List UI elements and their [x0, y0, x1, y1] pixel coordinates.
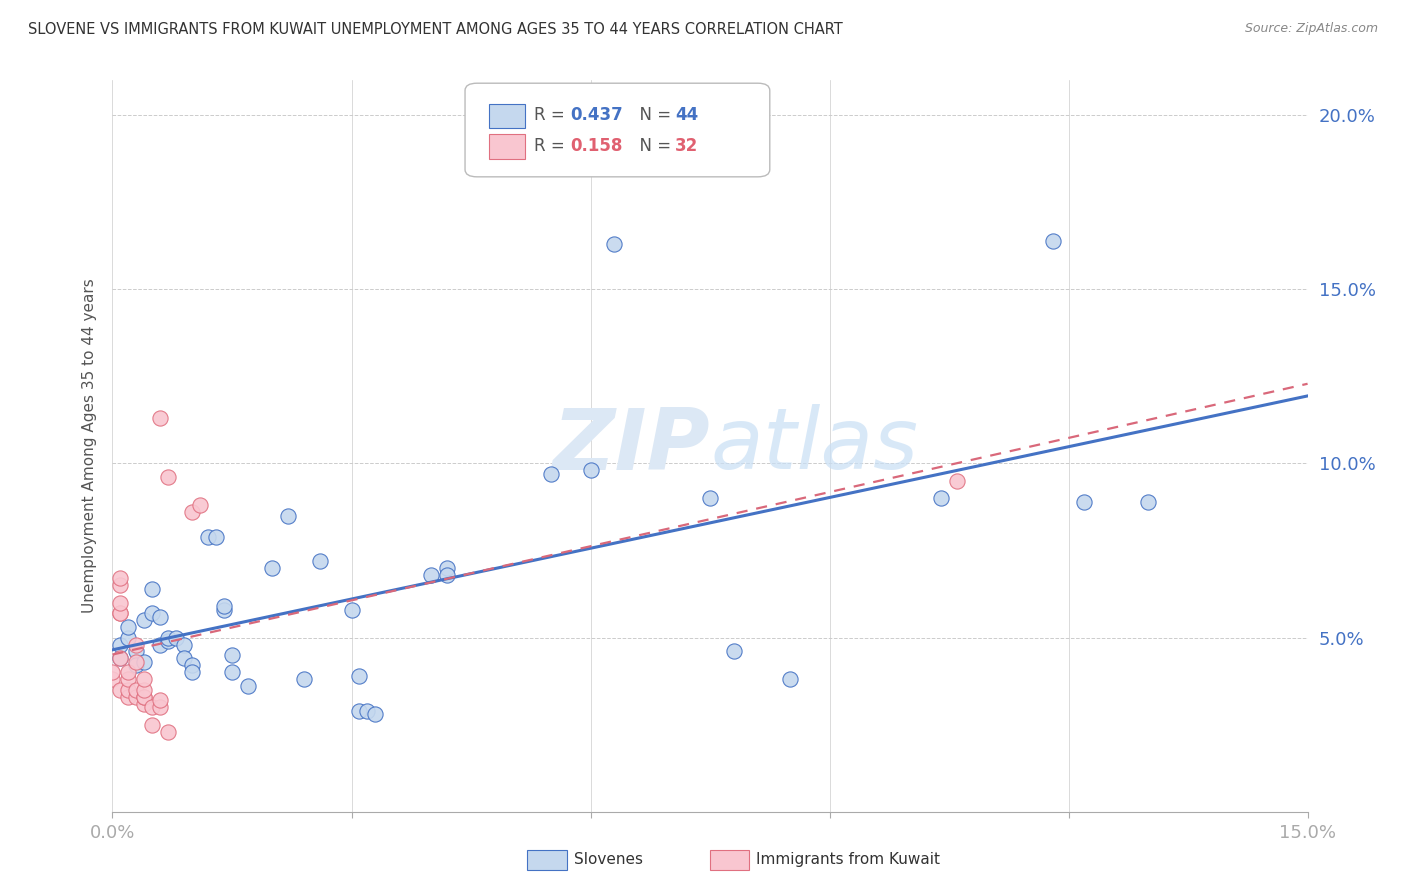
Point [134, 673, 156, 687]
Point [125, 638, 148, 652]
Point [149, 700, 172, 714]
Point [141, 717, 163, 731]
Point [110, 682, 132, 697]
Point [110, 571, 132, 585]
Text: ZIP: ZIP [553, 404, 710, 488]
Point [117, 631, 139, 645]
Point [236, 679, 259, 693]
Text: 0.437: 0.437 [571, 105, 623, 124]
Point [117, 690, 139, 704]
Text: Immigrants from Kuwait: Immigrants from Kuwait [756, 853, 941, 867]
Point [157, 634, 180, 648]
Text: N =: N = [628, 137, 676, 155]
Point [134, 697, 156, 711]
Text: SLOVENE VS IMMIGRANTS FROM KUWAIT UNEMPLOYMENT AMONG AGES 35 TO 44 YEARS CORRELA: SLOVENE VS IMMIGRANTS FROM KUWAIT UNEMPL… [28, 22, 842, 37]
Point [349, 669, 371, 683]
Point [149, 638, 172, 652]
Point [117, 682, 139, 697]
Text: 44: 44 [675, 105, 699, 124]
Point [603, 237, 626, 252]
Point [157, 724, 180, 739]
FancyBboxPatch shape [465, 83, 770, 177]
Point [101, 673, 124, 687]
Point [1073, 494, 1095, 508]
Point [149, 609, 172, 624]
Point [221, 648, 243, 662]
Point [540, 467, 562, 481]
Point [125, 644, 148, 658]
Point [205, 530, 228, 544]
Point [349, 704, 371, 718]
Point [1137, 494, 1160, 508]
Point [364, 707, 387, 722]
Point [181, 658, 204, 673]
Point [173, 638, 195, 652]
Point [356, 704, 378, 718]
Text: Slovenes: Slovenes [574, 853, 643, 867]
Point [134, 690, 156, 704]
Point [260, 561, 283, 575]
Point [340, 603, 363, 617]
Point [157, 470, 180, 484]
Point [134, 682, 156, 697]
Point [101, 665, 124, 680]
Point [308, 554, 330, 568]
Text: 32: 32 [675, 137, 699, 155]
Text: 0.158: 0.158 [571, 137, 623, 155]
Point [420, 567, 443, 582]
Point [946, 474, 969, 488]
Point [110, 578, 132, 592]
Point [149, 411, 172, 425]
Point [929, 491, 952, 506]
Point [125, 682, 148, 697]
Bar [489, 103, 524, 128]
Text: R =: R = [534, 137, 571, 155]
Text: N =: N = [628, 105, 676, 124]
Point [436, 567, 458, 582]
Point [110, 606, 132, 620]
Point [125, 658, 148, 673]
Point [117, 673, 139, 687]
Point [779, 673, 801, 687]
Point [134, 613, 156, 627]
Point [117, 665, 139, 680]
Point [110, 651, 132, 665]
Point [292, 673, 315, 687]
Point [134, 655, 156, 669]
Point [181, 505, 204, 519]
Point [141, 582, 163, 596]
Point [221, 665, 243, 680]
Bar [489, 135, 524, 159]
Point [149, 693, 172, 707]
Point [723, 644, 745, 658]
Point [110, 596, 132, 610]
Point [197, 530, 219, 544]
Point [117, 620, 139, 634]
Point [165, 631, 187, 645]
Point [579, 463, 602, 477]
Point [110, 606, 132, 620]
Text: R =: R = [534, 105, 571, 124]
Point [141, 700, 163, 714]
Point [1042, 234, 1064, 248]
Y-axis label: Unemployment Among Ages 35 to 44 years: Unemployment Among Ages 35 to 44 years [82, 278, 97, 614]
Point [436, 561, 458, 575]
Text: Source: ZipAtlas.com: Source: ZipAtlas.com [1244, 22, 1378, 36]
Point [134, 690, 156, 704]
Point [125, 690, 148, 704]
Point [110, 638, 132, 652]
Point [173, 651, 195, 665]
Point [212, 603, 235, 617]
Point [141, 606, 163, 620]
Point [157, 631, 180, 645]
Point [188, 498, 211, 512]
Point [212, 599, 235, 614]
Point [277, 508, 299, 523]
Text: atlas: atlas [710, 404, 918, 488]
Point [699, 491, 721, 506]
Point [110, 651, 132, 665]
Point [181, 665, 204, 680]
Point [125, 655, 148, 669]
